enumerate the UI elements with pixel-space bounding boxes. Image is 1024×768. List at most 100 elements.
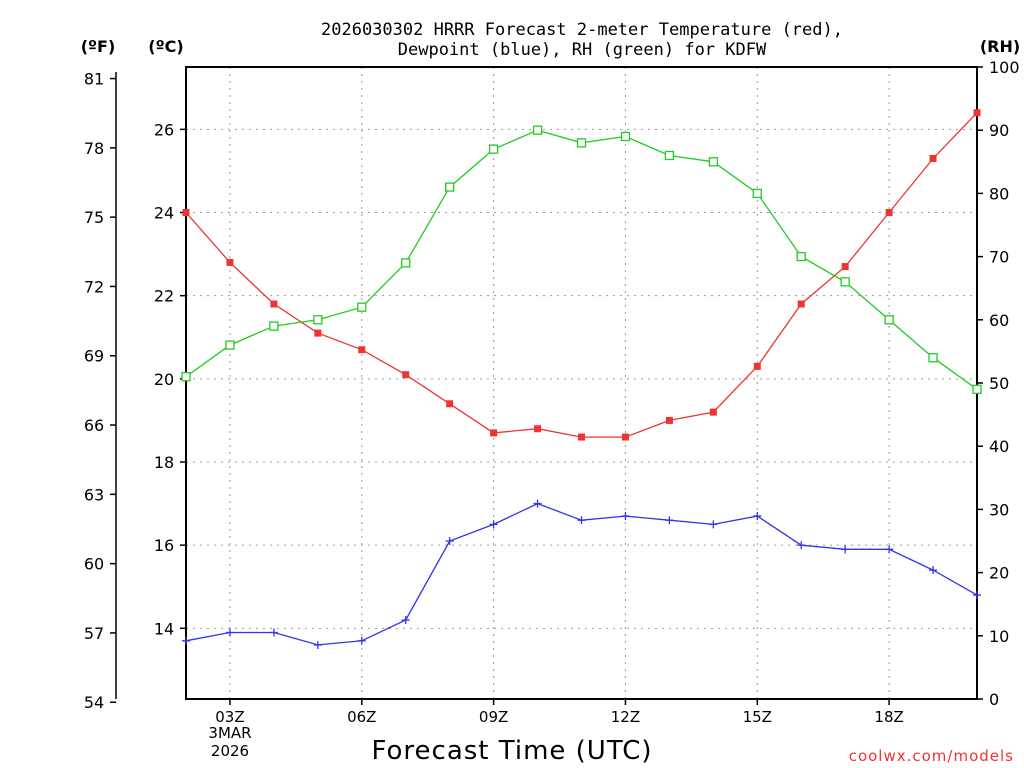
x-tick-label: 15Z [743,708,772,726]
x-tick-label: 12Z [611,708,640,726]
rh-tick-label: 70 [989,248,1009,267]
temperature-point [402,371,410,379]
rh-point [401,258,411,268]
dewpoint-point [269,628,278,637]
rh-point [488,144,499,154]
rh-tick-label: 80 [989,184,1009,203]
rh-point [620,131,631,142]
x-date-label-day: 3MAR [208,724,251,742]
dewpoint-point [401,616,410,624]
rh-point [313,315,323,325]
rh-point [357,302,367,312]
temperature-point [973,109,981,117]
fahrenheit-tick-label: 72 [84,277,104,296]
rh-unit-label: (RH) [980,37,1020,56]
temperature-point [621,433,629,441]
rh-point [708,157,718,167]
dewpoint-point [357,636,366,645]
rh-point [928,353,938,363]
x-axis-title: Forecast Time (UTC) [371,736,652,766]
celsius-tick-label: 22 [154,287,174,306]
fahrenheit-tick-label: 63 [84,485,104,504]
x-tick-label: 06Z [347,708,376,726]
temperature-point [885,209,893,217]
fahrenheit-tick-label: 78 [84,139,104,158]
dewpoint-point [797,541,806,550]
rh-tick-label: 100 [989,58,1020,77]
dewpoint-point [841,545,850,554]
celsius-tick-label: 16 [154,536,174,555]
temperature-point [665,416,673,424]
temperature-point [446,400,454,408]
gridlines [186,67,977,699]
celsius-unit-label: (ºC) [148,37,183,56]
fahrenheit-tick-label: 66 [84,416,104,435]
temperature-point [753,362,761,370]
rh-tick-label: 20 [989,564,1009,583]
rh-point [225,340,235,350]
rh-point [269,321,279,331]
temperature-point [490,429,498,437]
rh-tick-label: 50 [989,374,1009,393]
dewpoint-point [929,566,938,575]
temperature-point [182,209,190,217]
temperature-point [709,408,717,416]
temperature-point [226,258,234,266]
rh-tick-label: 0 [989,690,999,709]
celsius-tick-label: 26 [154,120,174,139]
fahrenheit-tick-label: 54 [84,693,104,712]
rh-point [972,384,982,394]
rh-point [796,251,806,262]
fahrenheit-tick-label: 69 [84,347,104,366]
temperature-point [358,346,366,354]
dewpoint-point [182,636,190,645]
rh-point [445,182,455,192]
rh-tick-label: 90 [989,121,1009,140]
celsius-tick-label: 20 [154,370,174,389]
rh-tick-label: 60 [989,311,1009,330]
chart-title-line1: 2026030302 HRRR Forecast 2-meter Tempera… [321,20,843,40]
dewpoint-point [885,545,894,554]
temperature-point [534,425,542,433]
rh-tick-label: 40 [989,437,1009,456]
fahrenheit-tick-label: 81 [84,70,104,89]
rh-point [181,372,191,382]
fahrenheit-tick-label: 75 [84,208,104,227]
celsius-tick-label: 18 [154,453,174,472]
temperature-point [841,263,849,271]
dewpoint-point [753,512,762,521]
rh-tick-label: 10 [989,627,1009,646]
dewpoint-point [577,516,586,525]
x-tick-label: 03Z [215,708,244,726]
dewpoint-point [533,499,542,508]
fahrenheit-tick-label: 57 [84,624,104,643]
dewpoint-point [973,591,981,600]
x-tick-label: 09Z [479,708,508,726]
dewpoint-point [313,640,322,649]
axes: 03Z 06Z 09Z 12Z 15Z 18Z 14 16 18 20 22 24 26 54 57 60 63… [84,58,1020,726]
temperature-point [929,154,937,162]
dewpoint-point [665,516,674,525]
fahrenheit-tick-label: 60 [84,555,104,574]
chart-title-line2: Dewpoint (blue), RH (green) for KDFW [398,40,767,60]
dewpoint-point [225,628,234,637]
x-date-label-year: 2026 [211,742,249,760]
temperature-point [578,433,585,441]
rh-point [664,150,675,161]
rh-tick-label: 30 [989,500,1009,519]
temperature-point [314,329,322,337]
temperature-point [797,300,805,308]
celsius-tick-label: 24 [154,204,174,223]
dewpoint-point [489,520,498,529]
credit-label: coolwx.com/models [849,747,1014,765]
x-tick-label: 18Z [874,708,903,726]
celsius-tick-label: 14 [154,619,174,638]
rh-point [752,188,762,199]
rh-point [884,315,894,325]
rh-point [532,125,543,135]
dewpoint-point [621,512,630,521]
rh-point [840,277,850,287]
dewpoint-point [709,520,718,529]
